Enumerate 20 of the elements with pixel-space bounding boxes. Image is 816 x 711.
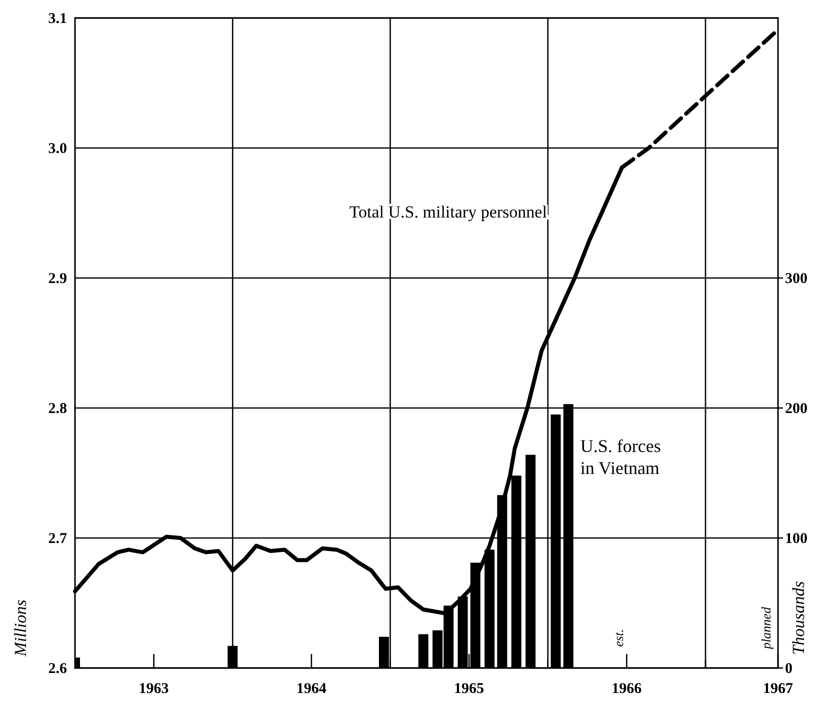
y2-tick-label: 0 bbox=[785, 661, 792, 677]
y2-axis-title: Thousands bbox=[789, 580, 808, 655]
y-tick-label: 2.9 bbox=[48, 271, 67, 287]
x-tick-label: 1967 bbox=[763, 681, 794, 697]
series-label: U.S. forces in Vietnam bbox=[580, 436, 661, 478]
y-tick-label: 2.8 bbox=[48, 401, 67, 417]
y-tick-label: 3.1 bbox=[48, 11, 67, 27]
y-tick-label: 2.6 bbox=[48, 661, 68, 677]
y-tick-label: 2.7 bbox=[48, 531, 68, 547]
x-tick-label: 1966 bbox=[612, 681, 642, 697]
x-tick-label: 1963 bbox=[138, 681, 169, 697]
x-tick-label: 1964 bbox=[296, 681, 327, 697]
y-tick-label: 3.0 bbox=[48, 141, 67, 157]
annotation: est. bbox=[610, 629, 626, 647]
y2-tick-label: 100 bbox=[785, 531, 808, 547]
annotation: planned bbox=[758, 606, 774, 650]
y-axis-title: Millions bbox=[11, 599, 30, 658]
y2-tick-label: 300 bbox=[785, 271, 808, 287]
y2-tick-label: 200 bbox=[785, 401, 808, 417]
x-tick-label: 1965 bbox=[454, 681, 484, 697]
